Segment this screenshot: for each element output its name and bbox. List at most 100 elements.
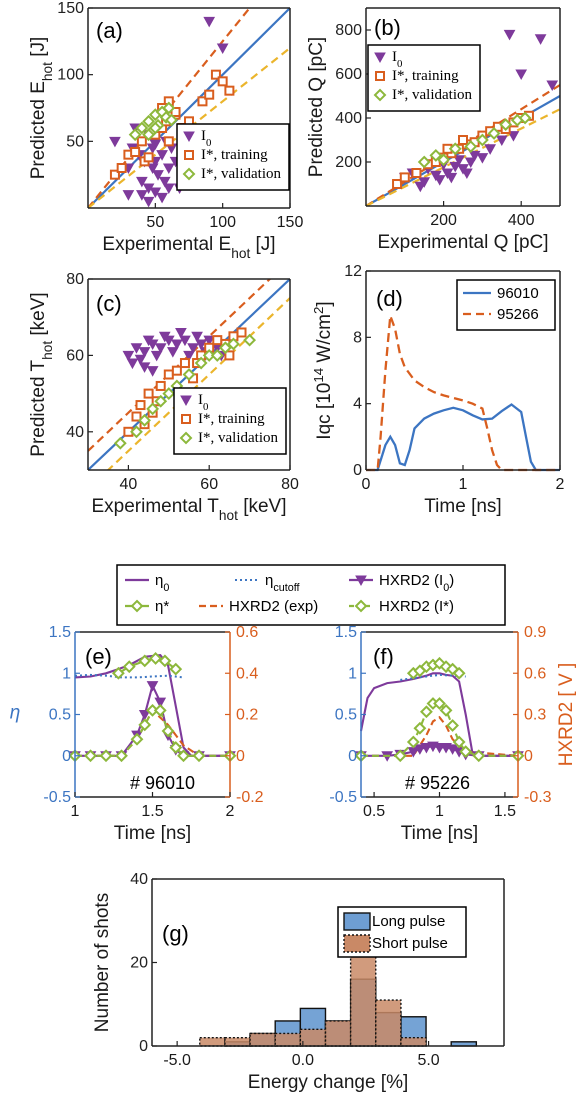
data-point-a-1-18: [217, 76, 228, 87]
series-line-f-1: [400, 673, 466, 681]
shared-legend-marker-5: [354, 599, 368, 613]
data-point-a-0-19: [162, 183, 175, 195]
data-point-c-2-5: [162, 387, 176, 401]
legend-label-a-0: I0: [201, 128, 211, 149]
panel-label-d: (d): [376, 286, 403, 311]
shared-legend-label-4: HXRD2 (exp): [229, 598, 318, 615]
series-marker-e-2-5: [169, 662, 183, 676]
data-point-a-0-15: [136, 190, 148, 201]
data-point-b-0-15: [484, 144, 497, 155]
legend-marker-c-0: [180, 395, 192, 407]
data-point-c-0-16: [142, 335, 155, 347]
data-point-a-1-4: [136, 136, 147, 147]
data-point-a-0-31: [146, 143, 159, 155]
data-point-a-2-11: [148, 121, 162, 135]
panel-g: -5.0 0.0 5.0 0 20 40 (g) Energy change [%] Numbe…: [92, 871, 505, 1093]
data-point-b-0-20: [445, 172, 458, 184]
data-point-c-2-13: [243, 333, 257, 347]
legend-label-g-0: Long pulse: [372, 913, 445, 930]
y-tick-label-f-4: 1.5: [335, 624, 357, 641]
data-point-b-0-18: [414, 181, 427, 193]
data-point-c-0-20: [126, 358, 139, 370]
data-point-b-2-5: [487, 126, 501, 140]
data-point-a-0-17: [149, 187, 162, 199]
shared-legend-label-1: ηcutoff: [265, 572, 301, 594]
x-tick-label-c-2: 80: [281, 476, 299, 493]
data-point-c-0-18: [175, 327, 187, 339]
series-line-d-1: [366, 315, 560, 472]
data-point-c-1-2: [135, 400, 146, 411]
data-point-a-1-15: [197, 96, 208, 107]
data-point-a-1-3: [130, 147, 141, 157]
y-tick-label-a-0: 50: [66, 133, 84, 150]
data-point-b-2-2: [448, 142, 462, 156]
legend-label-b-0: I0: [392, 49, 402, 70]
series-line-e-3: [75, 708, 230, 757]
series-marker-f-5-7: [439, 703, 453, 717]
data-point-a-0-10: [152, 170, 164, 181]
y-tick-label-f-0: -0.5: [329, 789, 357, 806]
data-point-c-0-7: [179, 335, 191, 347]
series-marker-f-5-2: [406, 735, 420, 749]
series-marker-e-2-0: [111, 666, 125, 680]
y2-tick-label-f-3: 0.6: [524, 665, 546, 682]
legend-label-b-1: I*, training: [392, 68, 459, 84]
panel-c: 40 60 80 40 60 80 (c) Experimental Thot [keV] Pr…: [28, 271, 299, 523]
data-point-a-1-16: [204, 89, 215, 100]
x-tick-label-f-2: 1.5: [494, 803, 516, 820]
series-line-d-0: [366, 403, 560, 472]
series-marker-e-2-1: [122, 660, 136, 674]
fit-line-c-2: [106, 297, 290, 470]
shot-label-e: # 96010: [130, 773, 195, 793]
series-marker-e-2-4: [158, 654, 172, 668]
panel-label-e: (e): [85, 644, 112, 669]
y2-tick-label-e-4: 0.6: [236, 624, 258, 641]
y-tick-label-b-2: 600: [335, 66, 362, 83]
x-axis-label-e: Time [ns]: [114, 823, 191, 844]
data-point-c-0-1: [130, 343, 143, 354]
legend-box-c: [173, 387, 287, 455]
data-point-c-0-15: [183, 350, 195, 362]
y-tick-label-c-1: 60: [66, 347, 84, 364]
series-marker-e-5-8: [161, 724, 175, 738]
x-tick-label-a-2: 150: [277, 214, 304, 231]
y-axis-label-b: Predicted Q [pC]: [306, 37, 327, 177]
data-point-c-0-4: [154, 343, 167, 354]
y-tick-label-a-1: 100: [57, 67, 84, 84]
data-point-c-0-9: [195, 339, 207, 350]
series-marker-e-5-10: [177, 749, 190, 763]
data-point-c-2-0: [113, 436, 127, 450]
x-tick-label-c-1: 60: [200, 476, 218, 493]
data-point-b-0-16: [495, 135, 508, 147]
data-point-a-1-0: [109, 169, 120, 180]
series-marker-e-2-3: [149, 651, 163, 665]
data-point-b-0-3: [546, 80, 559, 92]
legend-label-c-1: I*, training: [198, 411, 265, 427]
series-marker-e-5-4: [130, 732, 144, 746]
series-marker-e-5-5: [138, 718, 152, 732]
data-point-a-0-18: [156, 192, 168, 204]
panel-b: 200 400 200 400 600 800 (b) Experimental Q [pC]…: [306, 7, 561, 253]
data-point-c-2-1: [130, 425, 143, 439]
legend-label-g-1: Short pulse: [372, 935, 448, 952]
legend-label-d-1: 95266: [497, 306, 539, 323]
legend-marker-c-1: [181, 414, 191, 424]
y-tick-label-e-3: 1: [62, 665, 71, 682]
panel-f: 0.5 1 1.5 -0.5 0 0.5 1 1.5 (f) Time [ns] -0.3 0 0.3 0…: [329, 624, 577, 844]
data-point-a-0-0: [203, 16, 216, 28]
data-point-a-1-19: [224, 85, 235, 96]
data-point-c-0-14: [166, 347, 179, 358]
series-marker-f-5-11: [472, 749, 486, 763]
panel-label-a: (a): [96, 18, 123, 43]
y2-tick-label-e-3: 0.4: [236, 665, 258, 682]
data-point-c-1-6: [155, 380, 166, 391]
series-marker-f-5-1: [393, 749, 407, 763]
series-marker-f-5-6: [433, 697, 446, 710]
x-tick-label-b-1: 400: [508, 212, 535, 229]
data-point-b-1-1: [399, 172, 410, 183]
y-tick-label-d-0: 0: [353, 462, 362, 479]
data-point-a-2-0: [128, 128, 142, 142]
legend-label-c-2: I*, validation: [198, 430, 278, 446]
y-tick-label-b-0: 200: [335, 154, 362, 171]
